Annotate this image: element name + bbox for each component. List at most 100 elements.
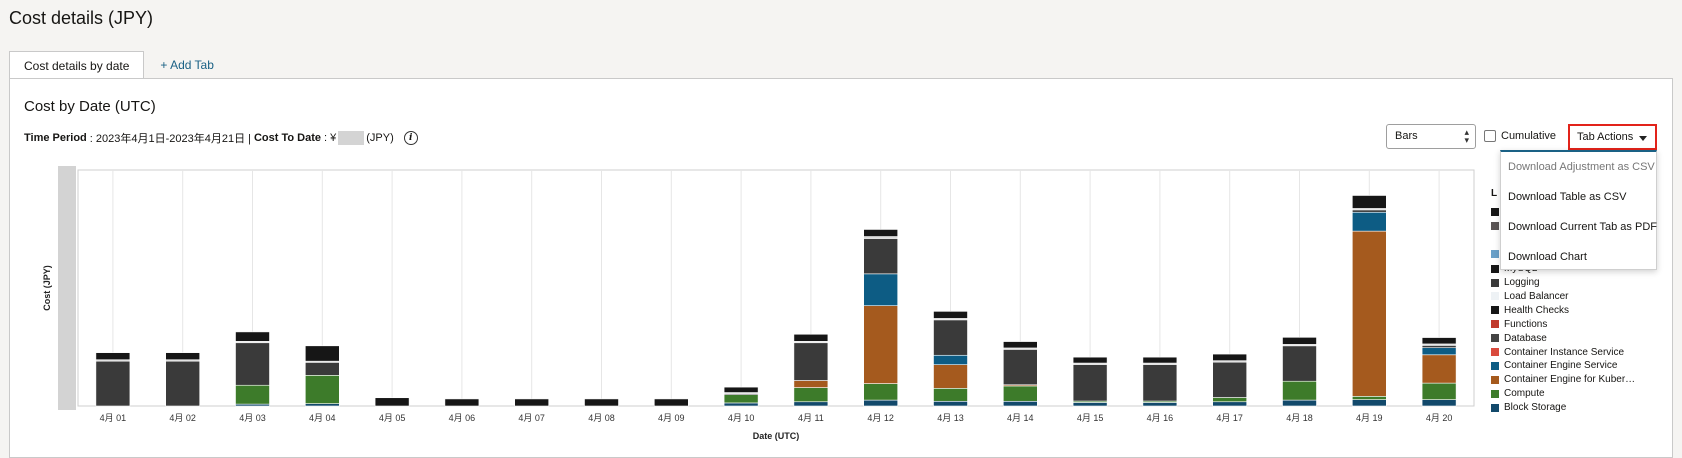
bar-segment[interactable]	[1282, 345, 1317, 382]
bar-segment[interactable]	[1282, 399, 1317, 407]
bar-segment[interactable]	[1142, 356, 1178, 364]
legend-item[interactable]: Functions	[1491, 319, 1547, 330]
bar-segment[interactable]	[793, 380, 829, 388]
chart-type-select[interactable]: Bars ▴ ▾	[1386, 124, 1476, 149]
bar-segment[interactable]	[1421, 337, 1457, 345]
bar-segment[interactable]	[723, 394, 759, 404]
bar-segment[interactable]	[723, 402, 759, 407]
legend-item[interactable]: Database	[1491, 333, 1547, 344]
bar-segment[interactable]	[1421, 347, 1457, 356]
bar-segment[interactable]	[933, 364, 968, 389]
bar-segment[interactable]	[1072, 402, 1108, 407]
bar-segment[interactable]	[1421, 345, 1457, 349]
bar-segment[interactable]	[863, 273, 899, 306]
bar-segment[interactable]	[863, 238, 899, 275]
bar-segment[interactable]	[1282, 337, 1317, 345]
cumulative-toggle[interactable]: Cumulative	[1484, 130, 1556, 142]
bar-segment[interactable]	[1352, 230, 1387, 397]
bar-segment[interactable]	[863, 229, 899, 237]
bar-segment[interactable]	[863, 305, 899, 384]
bar-segment[interactable]	[933, 400, 968, 407]
bar-segment[interactable]	[863, 399, 899, 407]
bar-segment[interactable]	[863, 383, 899, 401]
legend-item[interactable]: Compute	[1491, 388, 1545, 399]
cumulative-checkbox[interactable]	[1484, 130, 1496, 142]
x-tick-label: 4月 03	[239, 413, 266, 423]
x-tick-label: 4月 04	[309, 413, 336, 423]
bar-segment[interactable]	[95, 352, 131, 361]
add-tab-button[interactable]: + Add Tab	[160, 58, 214, 72]
x-tick-label: 4月 18	[1286, 413, 1313, 423]
bar-segment[interactable]	[933, 354, 968, 365]
bar-segment[interactable]	[1002, 385, 1038, 402]
bar-segment[interactable]	[444, 398, 480, 407]
bar-segment[interactable]	[584, 398, 619, 407]
menu-item-download-table-csv[interactable]: Download Table as CSV	[1508, 191, 1627, 203]
bar-segment[interactable]	[793, 342, 829, 381]
bar-segment[interactable]	[1212, 397, 1247, 403]
tab-cost-details-by-date[interactable]: Cost details by date	[9, 51, 145, 79]
bar-segment[interactable]	[1421, 382, 1457, 400]
bar-segment[interactable]	[1002, 349, 1038, 386]
legend-item[interactable]: Logging	[1491, 277, 1540, 288]
bar-segment[interactable]	[1421, 399, 1457, 407]
legend-swatch	[1491, 208, 1499, 216]
legend-item[interactable]: Health Checks	[1491, 305, 1569, 316]
bar-segment[interactable]	[1072, 356, 1108, 364]
bar-segment[interactable]	[1421, 354, 1457, 384]
legend-swatch	[1491, 334, 1499, 343]
tab-actions-menu: Download Adjustment as CSV Download Tabl…	[1500, 150, 1657, 270]
bar-segment[interactable]	[1212, 401, 1247, 407]
bar-segment[interactable]	[304, 362, 340, 376]
bar-segment[interactable]	[1352, 211, 1387, 232]
tab-actions-button[interactable]: Tab Actions	[1568, 124, 1657, 150]
x-tick-label: 4月 05	[379, 413, 406, 423]
info-icon[interactable]: i	[403, 131, 418, 145]
bar-segment[interactable]	[1212, 353, 1247, 361]
bar-segment[interactable]	[304, 345, 340, 362]
bar-segment[interactable]	[1072, 364, 1108, 402]
bar-segment[interactable]	[235, 384, 270, 405]
bar-segment[interactable]	[723, 386, 759, 393]
bar-segment[interactable]	[304, 403, 340, 407]
bar-segment[interactable]	[793, 333, 829, 342]
bar-segment[interactable]	[1142, 402, 1178, 407]
bar-segment[interactable]	[95, 360, 131, 407]
bar-segment[interactable]	[514, 398, 550, 407]
bar-segment[interactable]	[374, 397, 410, 407]
bar-segment[interactable]	[933, 311, 968, 319]
bar-segment[interactable]	[304, 375, 340, 404]
bar-segment[interactable]	[235, 342, 270, 386]
x-tick-label: 4月 11	[798, 413, 824, 423]
bar-segment[interactable]	[165, 352, 200, 361]
bar-segment[interactable]	[1352, 399, 1387, 407]
menu-item-download-chart[interactable]: Download Chart	[1508, 251, 1587, 263]
plot-frame	[77, 169, 1475, 407]
legend-label: Database	[1504, 332, 1547, 344]
bar-segment[interactable]	[793, 387, 829, 403]
bar-segment[interactable]	[1282, 380, 1317, 401]
legend-item[interactable]: Container Instance Service	[1491, 347, 1624, 358]
bar-segment[interactable]	[1352, 209, 1387, 213]
cost-chart: 4月 01 4月 02 4月 03 4月 04 4月 05 4月 06 4月 07 4月 08…	[42, 166, 1475, 441]
menu-item-download-tab-pdf[interactable]: Download Current Tab as PDF	[1508, 221, 1657, 233]
y-axis-label: Cost (JPY)	[42, 265, 52, 311]
bar-segment[interactable]	[1352, 396, 1387, 400]
bar-segment[interactable]	[1002, 341, 1038, 349]
bar-segment[interactable]	[793, 401, 829, 407]
legend-item[interactable]: Load Balancer	[1491, 291, 1569, 302]
bar-segment[interactable]	[1142, 364, 1178, 402]
bar-segment[interactable]	[653, 398, 689, 407]
legend-item[interactable]: Block Storage	[1491, 402, 1566, 413]
bar-segment[interactable]	[235, 331, 270, 342]
bar-segment[interactable]	[165, 360, 200, 407]
bar-segment[interactable]	[1352, 195, 1387, 209]
bar-segment[interactable]	[1212, 361, 1247, 398]
bar-segment[interactable]	[933, 319, 968, 356]
legend-item[interactable]: Container Engine Service	[1491, 360, 1617, 371]
legend-item[interactable]: Container Engine for Kuber…	[1491, 374, 1635, 385]
bar-segment[interactable]	[1002, 400, 1038, 407]
caret-down-icon	[1639, 136, 1647, 141]
bar-segment[interactable]	[933, 388, 968, 402]
legend-swatch	[1491, 306, 1499, 315]
